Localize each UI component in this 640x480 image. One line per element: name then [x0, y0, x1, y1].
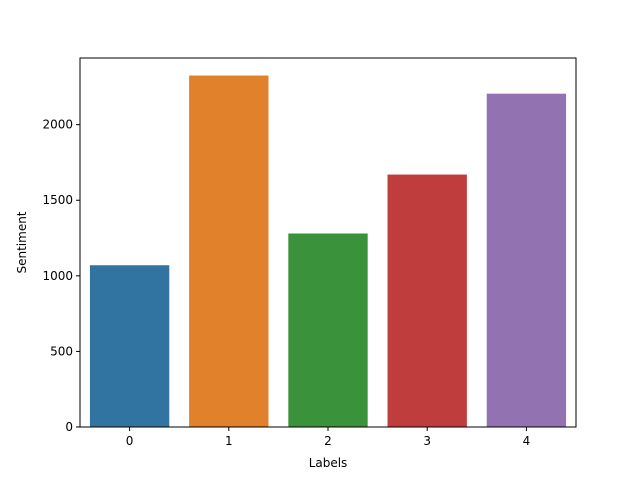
y-tick-label: 1000: [42, 269, 73, 283]
y-tick-label: 1500: [42, 193, 73, 207]
bar-2: [288, 233, 368, 427]
y-axis-ticks: 0 500 1000 1500 2000: [42, 118, 80, 434]
x-tick-label: 3: [423, 434, 431, 448]
y-tick-label: 500: [50, 344, 73, 358]
x-tick-label: 1: [225, 434, 233, 448]
bars-layer: [89, 75, 567, 428]
x-tick-label: 2: [324, 434, 332, 448]
bar-4: [486, 93, 567, 428]
y-tick-label: 0: [65, 420, 73, 434]
x-tick-label: 0: [126, 434, 134, 448]
bar-3: [387, 174, 467, 427]
y-axis-label: Sentiment: [15, 211, 29, 273]
x-tick-label: 4: [523, 434, 531, 448]
x-axis-ticks: 0 1 2 3 4: [126, 427, 530, 448]
x-axis-label: Labels: [309, 456, 348, 470]
bar-0: [89, 265, 170, 427]
y-tick-label: 2000: [42, 118, 73, 132]
plot-frame: [79, 57, 577, 428]
bar-1: [189, 75, 269, 428]
